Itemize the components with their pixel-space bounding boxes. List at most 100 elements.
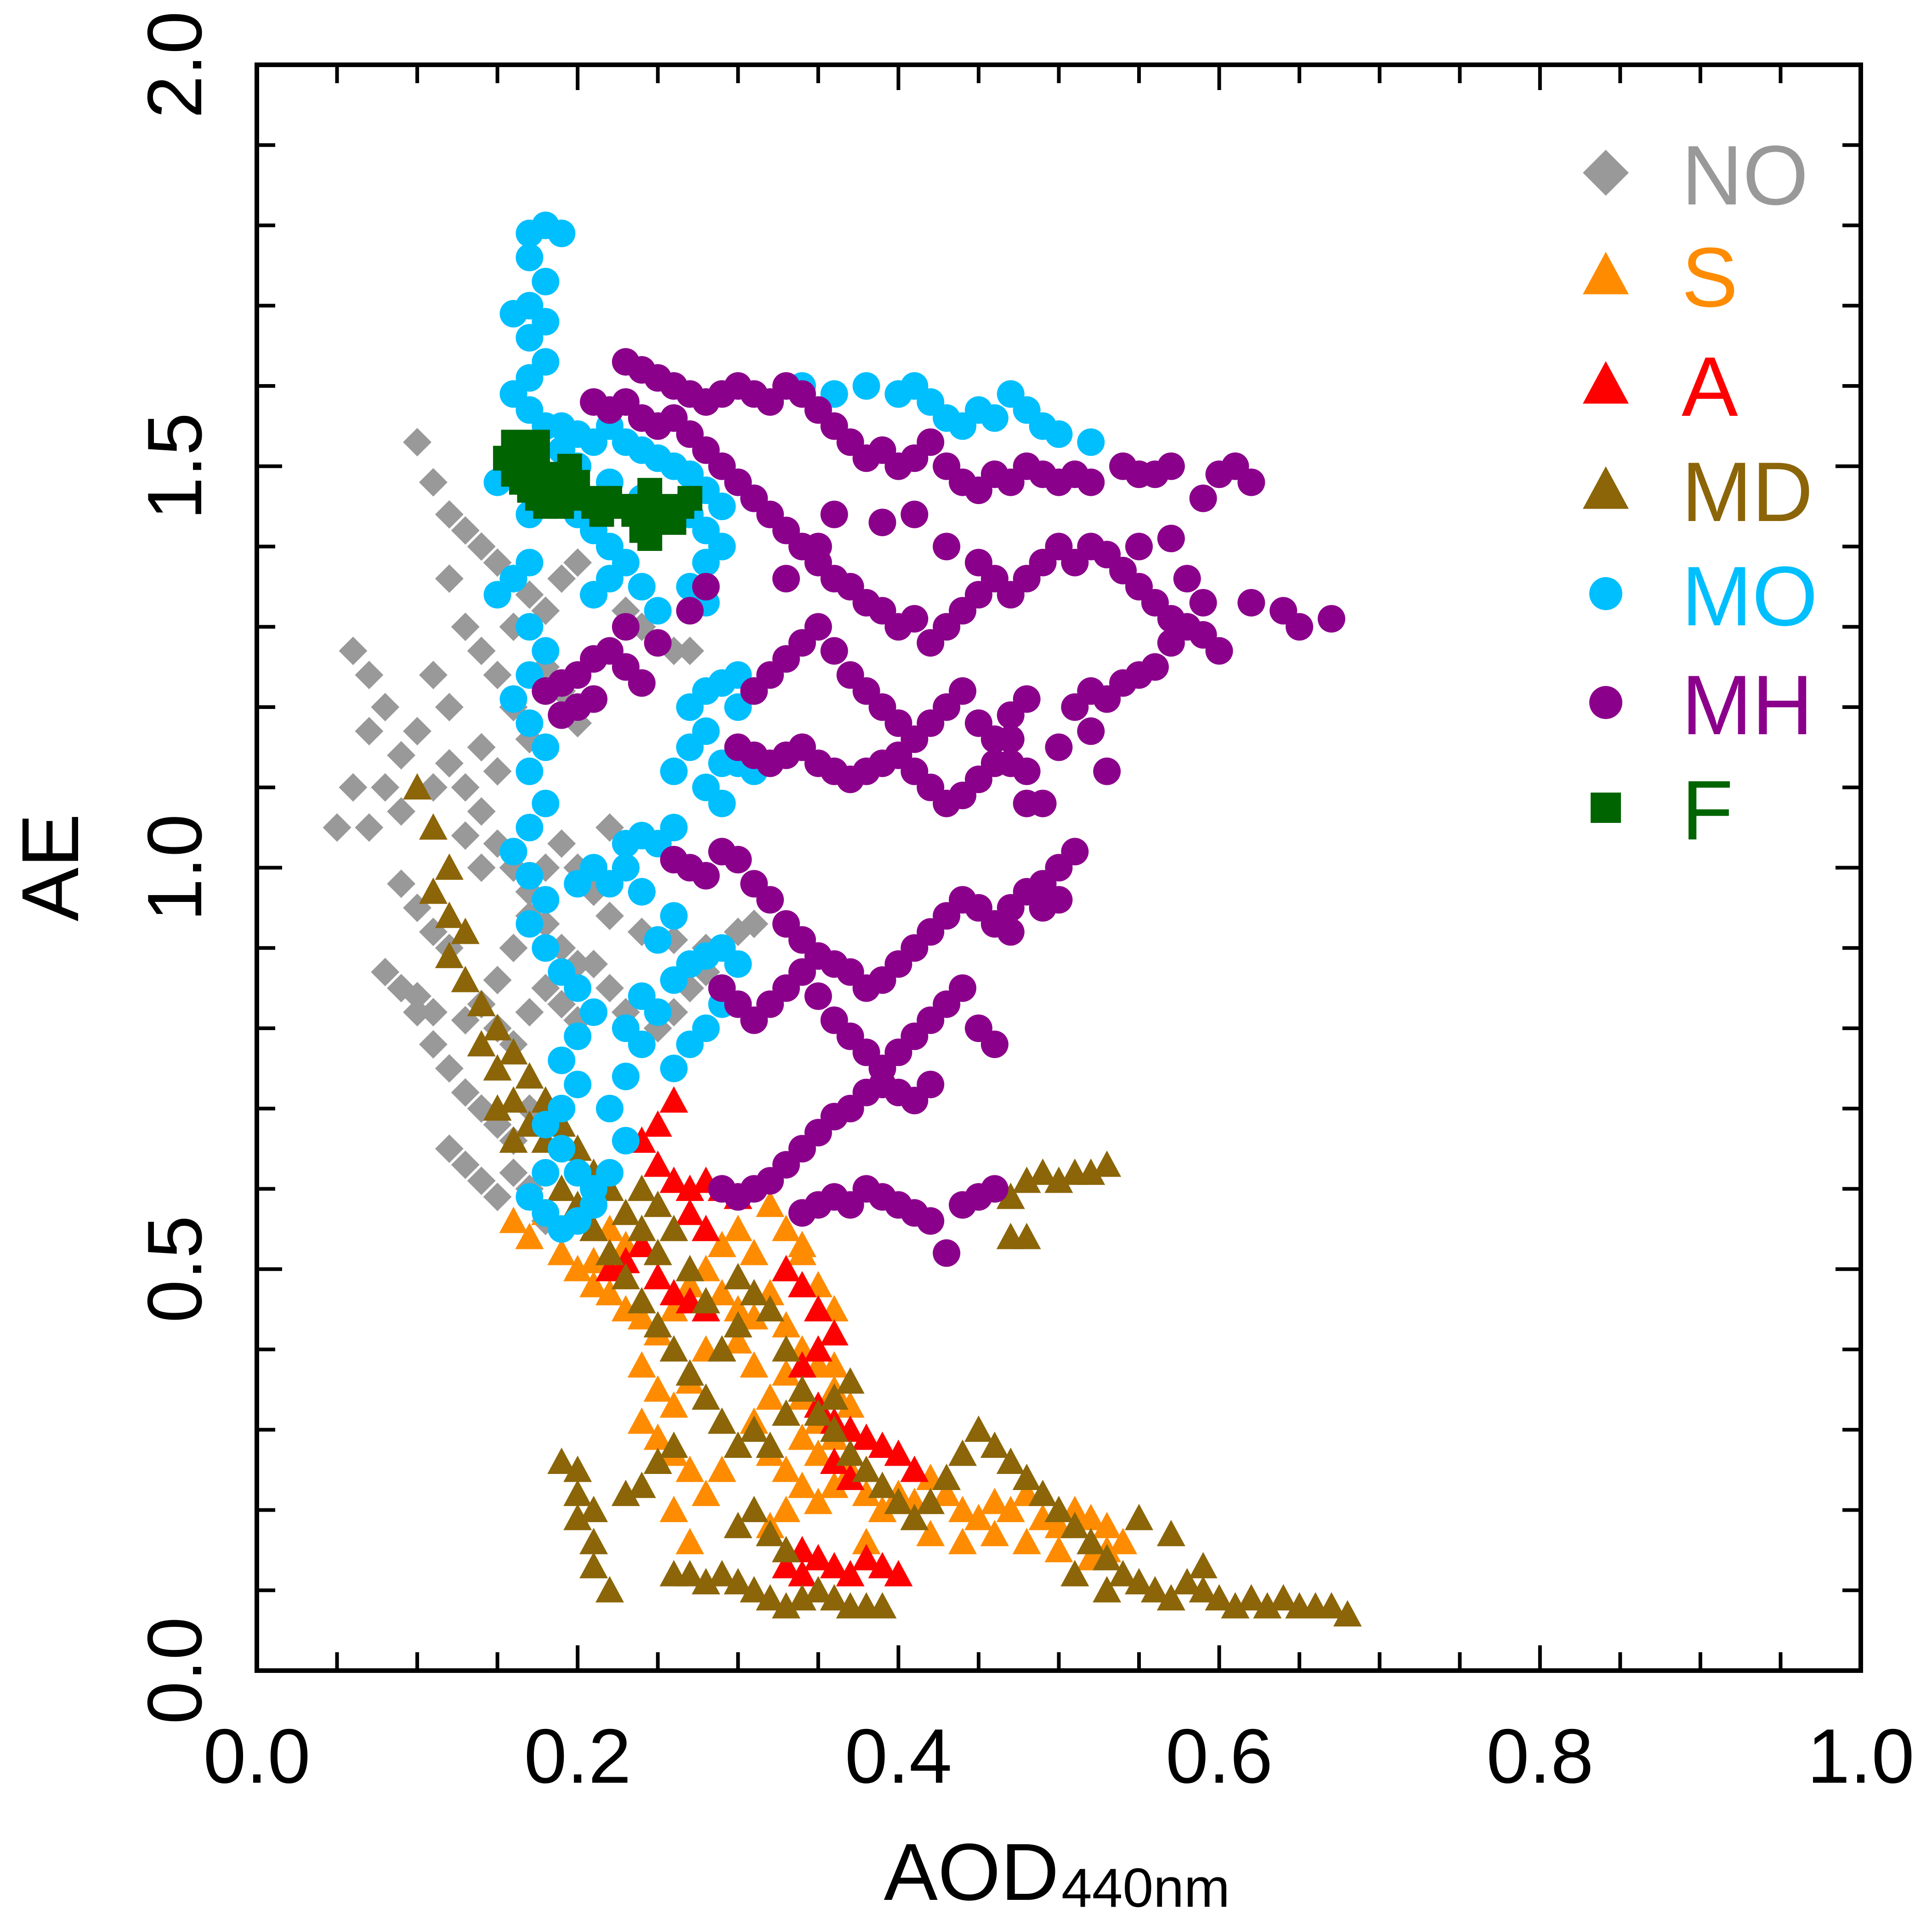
data-point-s: [675, 1271, 704, 1298]
data-point-a: [659, 1167, 688, 1193]
data-point-no: [435, 564, 464, 593]
data-point-s: [740, 1351, 769, 1378]
data-point-mo: [532, 886, 560, 914]
data-point-a: [643, 1263, 672, 1290]
data-point-md: [435, 941, 464, 969]
data-point-md: [724, 1311, 753, 1337]
data-point-s: [964, 1503, 993, 1530]
data-point-md: [1253, 1592, 1282, 1619]
data-point-a: [868, 1431, 897, 1458]
data-point-no: [467, 853, 496, 882]
data-point-md: [852, 1456, 881, 1482]
data-point-s: [820, 1472, 849, 1498]
data-point-s: [1012, 1528, 1041, 1554]
data-point-s: [772, 1359, 801, 1386]
x-tick-label: 0.6: [1166, 1713, 1273, 1799]
data-point-a: [675, 1174, 704, 1201]
data-point-mo: [499, 685, 527, 713]
data-point-a: [788, 1560, 816, 1587]
data-point-no: [371, 773, 400, 802]
data-point-md: [980, 1431, 1009, 1458]
x-axis-label: AOD: [884, 1827, 1059, 1917]
data-point-md: [1044, 1496, 1073, 1522]
data-point-mh: [692, 861, 720, 890]
data-point-mh: [1045, 733, 1073, 761]
data-point-md: [1205, 1584, 1234, 1611]
data-point-s: [948, 1496, 977, 1522]
data-point-md: [627, 1287, 656, 1314]
data-point-mh: [1173, 565, 1201, 593]
data-point-no: [483, 966, 512, 995]
data-point-mh: [933, 1239, 961, 1267]
data-point-no: [403, 998, 432, 1027]
data-point-no: [339, 636, 368, 665]
data-point-no: [451, 1150, 480, 1179]
data-point-mh: [1141, 653, 1169, 681]
data-point-mo: [532, 1159, 560, 1187]
data-point-s: [643, 1375, 672, 1402]
data-point-s: [675, 1528, 704, 1554]
data-point-mh: [692, 572, 720, 601]
data-point-mh: [772, 565, 800, 593]
data-point-md: [772, 1536, 801, 1563]
legend-marker-a: [1583, 361, 1629, 404]
data-point-mh: [980, 725, 1008, 753]
data-point-md: [547, 1447, 576, 1474]
data-point-mo: [708, 493, 736, 521]
x-tick-label: 1.0: [1807, 1713, 1915, 1799]
data-point-md: [900, 1503, 929, 1530]
data-point-mh: [917, 428, 945, 456]
data-point-a: [884, 1439, 913, 1466]
data-point-no: [467, 797, 496, 826]
data-point-mh: [933, 533, 961, 561]
legend-marker-f: [1591, 793, 1621, 823]
data-point-md: [836, 1439, 865, 1466]
data-point-md: [756, 1584, 785, 1611]
data-point-f: [525, 453, 550, 479]
data-point-md: [772, 1335, 801, 1362]
data-point-md: [740, 1576, 769, 1603]
data-point-md: [691, 1383, 720, 1410]
data-point-md: [1012, 1463, 1041, 1490]
data-point-no: [419, 468, 448, 497]
data-point-mo: [628, 982, 656, 1010]
data-point-mo: [532, 267, 560, 295]
data-point-a: [627, 1230, 656, 1258]
data-point-a: [820, 1447, 849, 1474]
data-point-s: [788, 1230, 816, 1258]
data-point-s: [579, 1271, 608, 1298]
data-point-a: [804, 1544, 833, 1570]
data-point-md: [820, 1415, 849, 1442]
data-point-mo: [628, 878, 656, 906]
data-point-s: [740, 1239, 769, 1265]
data-point-md: [579, 1496, 608, 1522]
data-point-md: [1093, 1150, 1122, 1177]
data-point-mo: [548, 219, 576, 247]
data-point-mh: [1093, 757, 1121, 785]
data-point-md: [804, 1576, 833, 1603]
data-point-mo: [612, 1062, 640, 1090]
data-point-a: [820, 1319, 849, 1346]
data-point-no: [483, 1182, 512, 1211]
data-point-mh: [901, 500, 929, 528]
data-point-s: [675, 1456, 704, 1482]
data-point-md: [740, 1279, 769, 1306]
data-point-s: [724, 1295, 753, 1321]
data-point-md: [772, 1592, 801, 1619]
data-point-a: [772, 1255, 801, 1281]
data-point-s: [547, 1239, 576, 1265]
data-point-md: [643, 1311, 672, 1337]
data-point-md: [724, 1263, 753, 1290]
data-point-md: [1156, 1584, 1185, 1611]
data-point-s: [772, 1311, 801, 1337]
y-tick-label: 0.5: [131, 1215, 218, 1323]
data-point-mh: [788, 958, 816, 986]
data-point-md: [499, 1086, 528, 1113]
data-point-s: [1093, 1512, 1122, 1538]
data-point-a: [852, 1544, 881, 1570]
data-point-mh: [1157, 525, 1185, 553]
data-point-no: [419, 998, 448, 1027]
data-point-md: [451, 966, 480, 992]
data-point-mh: [1189, 589, 1217, 617]
